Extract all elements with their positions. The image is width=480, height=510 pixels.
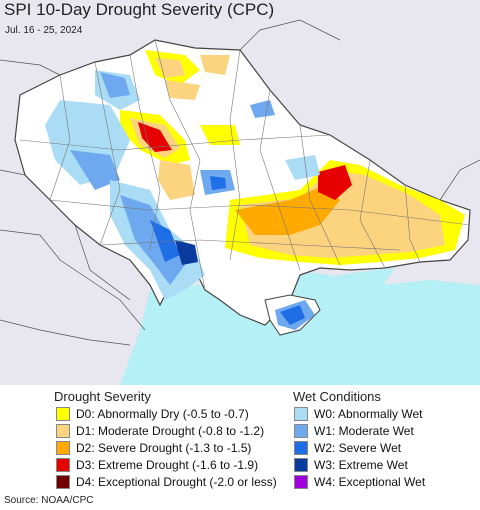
legend-item-w4: W4: Exceptional Wet: [294, 474, 425, 489]
wet-legend-title: Wet Conditions: [293, 389, 381, 404]
legend-swatch-w1: [294, 423, 308, 438]
legend-label-w4: W4: Exceptional Wet: [314, 474, 426, 489]
legend-label-w2: W2: Severe Wet: [314, 440, 402, 455]
wet-areas: [45, 70, 320, 330]
legend-label-d2: D2: Severe Drought (-1.3 to -1.5): [76, 440, 252, 455]
legend-item-d4: D4: Exceptional Drought (-2.0 or less): [56, 474, 277, 489]
legend-item-w1: W1: Moderate Wet: [294, 423, 414, 438]
legend-label-d1: D1: Moderate Drought (-0.8 to -1.2): [76, 423, 265, 438]
legend-item-w2: W2: Severe Wet: [294, 440, 401, 455]
legend-item-d2: D2: Severe Drought (-1.3 to -1.5): [56, 440, 251, 455]
legend-label-w1: W1: Moderate Wet: [314, 423, 414, 438]
legend-swatch-w2: [294, 440, 308, 455]
legend-swatch-w0: [294, 406, 308, 421]
legend-swatch-w4: [294, 474, 308, 489]
legend-swatch-d3: [56, 457, 70, 472]
legend-item-w0: W0: Abnormally Wet: [294, 406, 422, 421]
legend-label-w3: W3: Extreme Wet: [314, 457, 408, 472]
legend-swatch-d2: [56, 440, 70, 455]
azov-sea: [320, 268, 395, 300]
map-subtitle: Jul. 16 - 25, 2024: [5, 25, 83, 36]
legend-swatch-d1: [56, 423, 70, 438]
legend-item-w3: W3: Extreme Wet: [294, 457, 408, 472]
legend-label-d4: D4: Exceptional Drought (-2.0 or less): [76, 474, 277, 489]
drought-areas: [120, 50, 465, 265]
country-borders: [0, 19, 480, 346]
drought-legend-title: Drought Severity: [54, 389, 151, 404]
legend-label-d3: D3: Extreme Drought (-1.6 to -1.9): [76, 457, 259, 472]
source-credit: Source: NOAA/CPC: [4, 495, 94, 506]
region-borders: [19, 39, 471, 291]
map-title: SPI 10-Day Drought Severity (CPC): [4, 0, 275, 19]
legend-label-w0: W0: Abnormally Wet: [314, 406, 423, 421]
legend-swatch-w3: [294, 457, 308, 472]
legend-item-d1: D1: Moderate Drought (-0.8 to -1.2): [56, 423, 264, 438]
legend-item-d0: D0: Abnormally Dry (-0.5 to -0.7): [56, 406, 249, 421]
legend-label-d0: D0: Abnormally Dry (-0.5 to -0.7): [76, 406, 249, 421]
legend-item-d3: D3: Extreme Drought (-1.6 to -1.9): [56, 457, 258, 472]
legend-swatch-d4: [56, 474, 70, 489]
legend-swatch-d0: [56, 406, 70, 421]
drought-map: [0, 0, 480, 385]
